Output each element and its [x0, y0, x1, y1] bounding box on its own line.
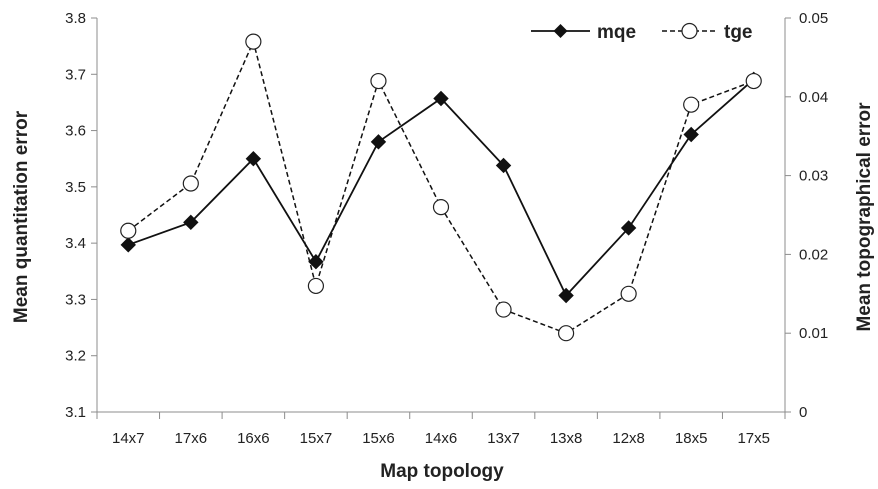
- right-tick-label: 0.04: [799, 89, 828, 106]
- data-point-mqe: [120, 237, 136, 253]
- left-tick-label: 3.5: [65, 179, 86, 196]
- series-mqe: [120, 71, 762, 304]
- left-tick-label: 3.3: [65, 291, 86, 308]
- x-axis-title: Map topology: [380, 461, 504, 482]
- left-tick-label: 3.7: [65, 66, 86, 83]
- legend-marker: [553, 24, 568, 38]
- left-tick-label: 3.6: [65, 123, 86, 140]
- right-tick-label: 0.03: [799, 168, 828, 185]
- data-point-mqe: [370, 134, 387, 150]
- series-tge: [120, 33, 762, 342]
- data-point-mqe: [683, 126, 699, 143]
- data-point-tge: [120, 222, 137, 239]
- right-tick-label: 0: [799, 404, 807, 421]
- data-point-mqe: [245, 151, 262, 167]
- x-tick-label: 14x7: [112, 430, 145, 447]
- data-point-tge: [370, 72, 387, 90]
- data-point-mqe: [558, 287, 574, 304]
- data-point-tge: [495, 301, 512, 318]
- left-tick-label: 3.4: [65, 235, 86, 252]
- data-point-mqe: [620, 220, 637, 236]
- left-tick-label: 3.2: [65, 348, 86, 365]
- x-axis: 14x7 17x6 16x6 15x7 15x6 14x6 13x7 13x8 12x8 18x5…: [96, 411, 786, 447]
- data-point-mqe: [433, 90, 449, 107]
- left-y-axis: 3.1 3.2 3.3 3.4 3.5 3.6 3.7 3.8: [65, 10, 98, 421]
- legend-item-mqe: mqe: [531, 22, 636, 43]
- x-tick-label: 12x8: [612, 430, 645, 447]
- right-tick-label: 0.02: [799, 246, 828, 263]
- x-tick-label: 14x6: [425, 430, 458, 447]
- data-point-mqe: [308, 254, 324, 270]
- data-point-mqe: [495, 157, 512, 174]
- data-point-tge: [557, 325, 575, 342]
- legend-marker: [681, 22, 698, 40]
- data-point-tge: [432, 199, 450, 216]
- x-tick-label: 17x5: [737, 430, 770, 447]
- left-y-axis-title: Mean quantitation error: [11, 110, 32, 323]
- data-point-tge: [683, 96, 700, 113]
- x-tick-label: 16x6: [237, 430, 270, 447]
- legend: mqe tge: [531, 22, 753, 43]
- x-tick-label: 15x7: [300, 430, 333, 447]
- right-tick-label: 0.01: [799, 325, 828, 342]
- data-point-tge: [745, 72, 762, 90]
- left-tick-label: 3.8: [65, 10, 86, 27]
- legend-label: tge: [724, 22, 753, 43]
- data-point-mqe: [183, 214, 199, 231]
- series-line-tge: [127, 39, 754, 335]
- data-point-tge: [620, 285, 637, 302]
- right-y-axis: 0 0.01 0.02 0.03 0.04 0.05: [784, 10, 828, 421]
- x-tick-label: 13x8: [550, 430, 583, 447]
- x-tick-label: 15x6: [362, 430, 395, 447]
- data-point-tge: [307, 277, 325, 295]
- x-tick-label: 18x5: [675, 430, 708, 447]
- right-y-axis-title: Mean topographical error: [854, 102, 875, 332]
- x-tick-label: 17x6: [175, 430, 208, 447]
- data-point-tge: [182, 175, 199, 192]
- left-tick-label: 3.1: [65, 404, 86, 421]
- legend-label: mqe: [597, 22, 636, 43]
- series-layer: [120, 33, 762, 342]
- data-point-tge: [245, 33, 262, 50]
- right-tick-label: 0.05: [799, 10, 828, 27]
- legend-item-tge: tge: [662, 22, 753, 43]
- x-tick-label: 13x7: [487, 430, 520, 447]
